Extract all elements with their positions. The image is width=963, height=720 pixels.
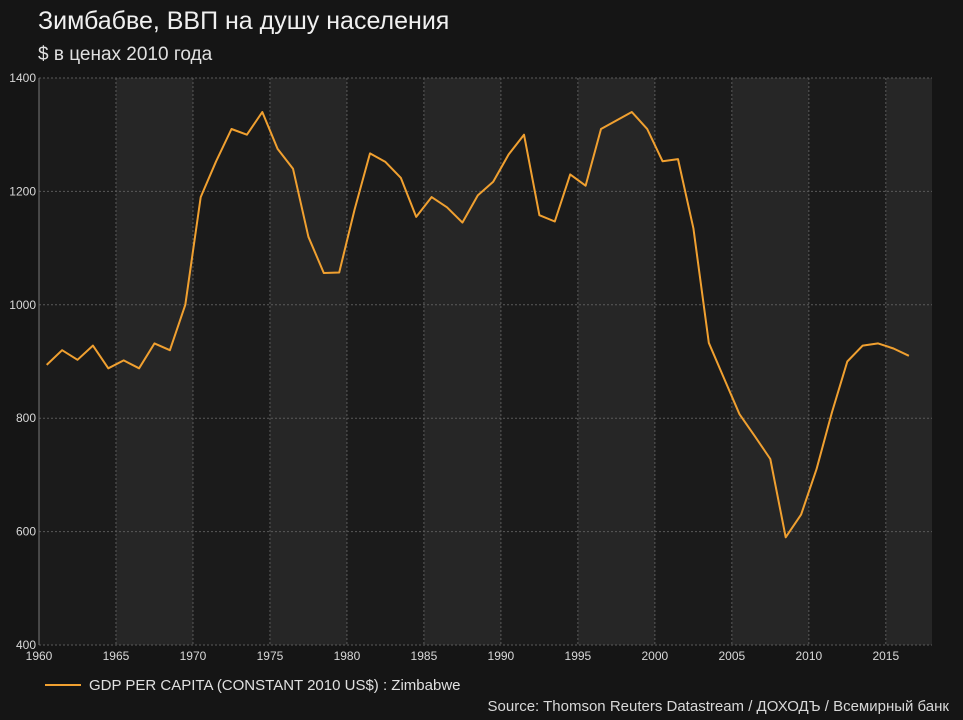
x-tick-label: 1975 — [257, 649, 284, 663]
x-tick-label: 1960 — [26, 649, 53, 663]
y-tick-label: 800 — [16, 411, 36, 425]
legend: GDP PER CAPITA (CONSTANT 2010 US$) : Zim… — [45, 674, 461, 696]
gridlines — [38, 77, 932, 646]
source-note: Source: Thomson Reuters Datastream / ДОХ… — [487, 698, 949, 715]
plot-band — [885, 78, 932, 645]
legend-label: GDP PER CAPITA (CONSTANT 2010 US$) : Zim… — [89, 676, 461, 694]
plot-band — [500, 78, 578, 645]
plot-band — [731, 78, 809, 645]
y-tick-label: 1400 — [9, 71, 36, 85]
plot-band — [423, 78, 501, 645]
x-tick-label: 1970 — [180, 649, 207, 663]
x-tick-label: 2005 — [718, 649, 745, 663]
x-tick-label: 1980 — [334, 649, 361, 663]
x-axis-ticks: 1960 1965 1970 1975 1980 1985 1990 1995 2000 2005… — [26, 649, 900, 663]
y-tick-label: 1200 — [9, 184, 36, 198]
x-tick-label: 1985 — [411, 649, 438, 663]
chart-subtitle: $ в ценах 2010 года — [38, 44, 213, 65]
y-axis-ticks: 400 600 800 1000 1200 1400 — [9, 71, 36, 652]
plot-band — [269, 78, 347, 645]
series-layer — [46, 111, 910, 539]
x-tick-label: 2010 — [795, 649, 822, 663]
plot-band — [115, 78, 193, 645]
legend-swatch — [45, 684, 81, 686]
chart-title: Зимбабве, ВВП на душу населения — [38, 7, 450, 35]
x-tick-label: 2015 — [872, 649, 899, 663]
plot-band — [654, 78, 732, 645]
plot-band — [192, 78, 270, 645]
x-tick-label: 1965 — [103, 649, 130, 663]
x-tick-label: 1995 — [565, 649, 592, 663]
plot-band — [346, 78, 424, 645]
y-tick-label: 400 — [16, 638, 36, 652]
background-bands — [39, 78, 932, 645]
x-tick-label: 1990 — [488, 649, 515, 663]
plot-band — [577, 78, 655, 645]
y-tick-label: 1000 — [9, 298, 36, 312]
x-tick-label: 2000 — [642, 649, 669, 663]
series-line — [46, 111, 910, 539]
y-tick-label: 600 — [16, 525, 36, 539]
